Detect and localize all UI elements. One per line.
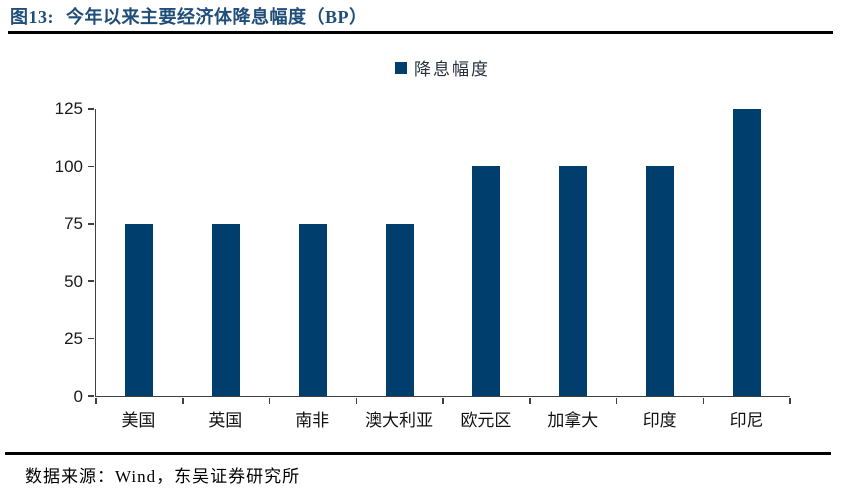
x-axis-tick — [529, 397, 531, 404]
bar-column — [530, 109, 617, 396]
y-axis-tick-label: 75 — [64, 214, 83, 234]
bar-南非 — [298, 223, 327, 396]
x-axis-tick — [268, 397, 271, 404]
x-axis-label: 澳大利亚 — [365, 411, 434, 430]
bar-column — [356, 109, 443, 396]
x-axis-tick — [355, 397, 357, 404]
x-axis-tick — [182, 397, 184, 404]
x-axis-label: 加拿大 — [547, 411, 599, 430]
bar-column — [183, 109, 270, 396]
x-axis-tick — [95, 397, 97, 404]
bar-澳大利亚 — [385, 223, 414, 396]
bar-column — [270, 109, 357, 396]
source-note: 数据来源：Wind，东吴证券研究所 — [25, 467, 301, 486]
y-axis-tick-label: 100 — [54, 156, 83, 176]
divider-bottom — [5, 452, 831, 455]
legend-swatch-icon — [395, 61, 407, 74]
bars-row — [96, 109, 790, 396]
y-axis-tick-label: 50 — [64, 271, 83, 291]
y-axis-labels: 0 25 50 75 100 125 — [0, 100, 83, 406]
x-axis-tick — [442, 397, 444, 404]
y-axis-tick — [88, 223, 94, 225]
chart-title-prefix: 图13: — [10, 7, 54, 27]
x-axis-label: 英国 — [208, 411, 243, 430]
bar-印尼 — [732, 109, 761, 396]
x-axis-labels: 美国 英国 南非 澳大利亚 欧元区 加拿大 印度 印尼 — [95, 406, 790, 431]
y-axis-tick — [88, 108, 94, 110]
chart-legend: 降息幅度 — [95, 55, 790, 80]
chart-title-text: 今年以来主要经济体降息幅度（BP） — [66, 7, 368, 27]
bar-英国 — [212, 223, 241, 396]
x-axis-label: 南非 — [295, 411, 330, 430]
y-axis-tick — [88, 280, 94, 282]
bar-column — [443, 109, 530, 396]
chart-title: 图13: 今年以来主要经济体降息幅度（BP） — [10, 3, 368, 29]
bar-column — [617, 109, 704, 396]
plot-area — [88, 108, 791, 404]
bar-美国 — [125, 223, 154, 396]
bar-column — [96, 109, 183, 396]
bar-欧元区 — [472, 166, 501, 396]
y-axis-tick-label: 0 — [73, 387, 83, 406]
x-axis-tick — [615, 397, 618, 404]
x-axis-label: 欧元区 — [460, 411, 512, 430]
y-axis-tick — [88, 337, 94, 340]
y-axis-tick-label: 25 — [64, 329, 83, 349]
y-axis-tick — [88, 165, 94, 168]
bar-印度 — [645, 166, 674, 396]
y-axis-tick-label: 125 — [54, 99, 83, 118]
x-axis-label: 印度 — [642, 411, 677, 430]
divider-top — [8, 31, 833, 34]
x-axis-label: 美国 — [121, 411, 156, 430]
y-axis-tick — [88, 395, 94, 397]
x-axis-tick — [702, 397, 704, 404]
bar-column — [703, 109, 790, 396]
bar-加拿大 — [559, 166, 588, 396]
x-axis-label: 印尼 — [729, 411, 764, 430]
legend-label: 降息幅度 — [414, 60, 490, 79]
x-axis-tick — [789, 397, 791, 404]
